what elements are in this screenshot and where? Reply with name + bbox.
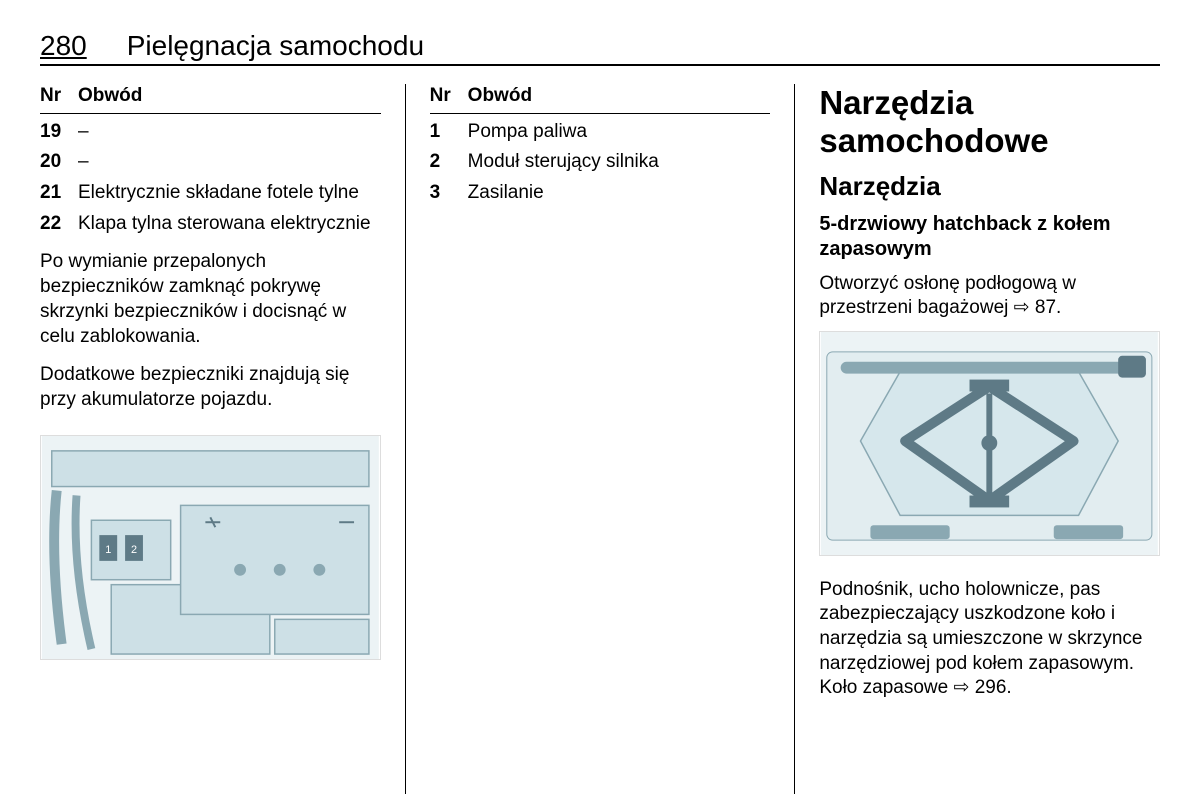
td-val: Klapa tylna sterowana elektrycznie — [78, 212, 381, 237]
illustration-jack-tools — [819, 331, 1160, 556]
heading-2: Narzędzia — [819, 170, 1160, 204]
td-nr: 21 — [40, 181, 78, 206]
cross-ref-icon: ⇨ — [1014, 296, 1030, 321]
th-label: Obwód — [468, 84, 532, 109]
illustration-battery-fuses: 1 2 — [40, 435, 381, 660]
td-nr: 2 — [430, 150, 468, 175]
svg-text:1: 1 — [105, 544, 111, 556]
td-val: – — [78, 150, 381, 175]
columns-container: Nr Obwód 19 – 20 – 21 Elektrycznie skład… — [40, 84, 1160, 794]
table-header: Nr Obwód — [430, 84, 771, 114]
th-nr: Nr — [430, 84, 468, 109]
td-val: Pompa paliwa — [468, 120, 771, 145]
paragraph: Otworzyć osłonę podłogową w przestrzeni … — [819, 272, 1160, 321]
table-row: 19 – — [40, 120, 381, 145]
paragraph: Dodatkowe bezpieczniki znajdują się przy… — [40, 363, 381, 412]
td-nr: 20 — [40, 150, 78, 175]
page-header: 280 Pielęgnacja samochodu — [40, 30, 1160, 66]
heading-3: 5-drzwiowy hatchback z kołem zapasowym — [819, 212, 1160, 262]
cross-ref: 87. — [1035, 297, 1061, 318]
table-row: 20 – — [40, 150, 381, 175]
column-3: Narzędzia samochodowe Narzędzia 5-drzwio… — [801, 84, 1160, 794]
table-row: 3 Zasilanie — [430, 181, 771, 206]
td-nr: 1 — [430, 120, 468, 145]
cross-ref: 296. — [975, 677, 1012, 698]
svg-text:2: 2 — [131, 544, 137, 556]
heading-1: Narzędzia samochodowe — [819, 84, 1160, 160]
table-row: 22 Klapa tylna sterowana elektrycznie — [40, 212, 381, 237]
cross-ref-icon: ⇨ — [954, 676, 970, 701]
td-nr: 22 — [40, 212, 78, 237]
table-header: Nr Obwód — [40, 84, 381, 114]
paragraph: Podnośnik, ucho holownicze, pas zabezpie… — [819, 578, 1160, 701]
column-2: Nr Obwód 1 Pompa paliwa 2 Moduł sterując… — [412, 84, 789, 794]
td-val: Zasilanie — [468, 181, 771, 206]
column-divider — [794, 84, 795, 794]
page-number: 280 — [40, 30, 87, 62]
td-nr: 3 — [430, 181, 468, 206]
td-nr: 19 — [40, 120, 78, 145]
column-divider — [405, 84, 406, 794]
column-1: Nr Obwód 19 – 20 – 21 Elektrycznie skład… — [40, 84, 399, 794]
th-nr: Nr — [40, 84, 78, 109]
th-label: Obwód — [78, 84, 142, 109]
td-val: Elektrycznie składane fotele tylne — [78, 181, 381, 206]
table-row: 1 Pompa paliwa — [430, 120, 771, 145]
page-header-title: Pielęgnacja samochodu — [127, 30, 424, 62]
paragraph: Po wymianie przepalonych bezpieczników z… — [40, 250, 381, 349]
table-row: 2 Moduł sterujący silnika — [430, 150, 771, 175]
td-val: Moduł sterujący silnika — [468, 150, 771, 175]
table-row: 21 Elektrycznie składane fotele tylne — [40, 181, 381, 206]
td-val: – — [78, 120, 381, 145]
